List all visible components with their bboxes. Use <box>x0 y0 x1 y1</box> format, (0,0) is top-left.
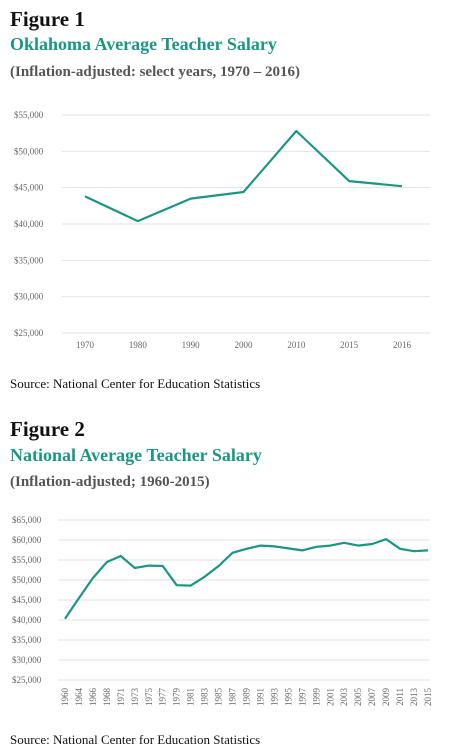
x-tick-label: 1995 <box>283 688 293 707</box>
x-tick-label: 1980 <box>129 340 148 350</box>
data-line <box>84 129 403 223</box>
y-tick-label: $30,000 <box>12 655 42 665</box>
chart-subtitle: (Inflation-adjusted: select years, 1970 … <box>10 64 300 80</box>
figure-label: Figure 2 <box>10 417 85 441</box>
y-tick-label: $25,000 <box>12 675 42 685</box>
y-tick-label: $50,000 <box>14 146 44 156</box>
x-tick-label: 2007 <box>367 688 377 707</box>
x-tick-label: 1970 <box>76 340 95 350</box>
data-line <box>64 538 429 620</box>
x-tick-label: 1977 <box>158 688 168 707</box>
x-tick-label: 1991 <box>255 688 265 706</box>
x-tick-label: 1983 <box>200 688 210 707</box>
x-tick-label: 2016 <box>393 340 412 350</box>
x-tick-label: 1964 <box>74 688 84 707</box>
x-tick-label: 1993 <box>269 688 279 707</box>
x-tick-label: 1999 <box>311 688 321 707</box>
y-tick-label: $50,000 <box>12 575 42 585</box>
x-tick-label: 1971 <box>116 688 126 706</box>
y-tick-label: $55,000 <box>12 555 42 565</box>
x-tick-label: 2000 <box>235 340 254 350</box>
x-tick-label: 2009 <box>381 688 391 707</box>
y-tick-label: $40,000 <box>14 219 44 229</box>
y-tick-label: $35,000 <box>12 635 42 645</box>
y-tick-label: $30,000 <box>14 292 44 302</box>
chart-subtitle: (Inflation-adjusted; 1960-2015) <box>10 474 210 490</box>
y-tick-label: $40,000 <box>12 615 42 625</box>
y-tick-label: $60,000 <box>12 535 42 545</box>
x-tick-label: 2015 <box>340 340 359 350</box>
x-tick-label: 2010 <box>287 340 306 350</box>
x-tick-label: 1989 <box>242 688 252 707</box>
x-tick-label: 1987 <box>228 688 238 707</box>
x-tick-label: 1973 <box>130 688 140 707</box>
x-tick-label: 2015 <box>423 688 433 707</box>
x-tick-label: 1990 <box>182 340 201 350</box>
y-tick-label: $65,000 <box>12 515 42 525</box>
x-tick-label: 1975 <box>144 688 154 707</box>
x-tick-label: 1979 <box>172 688 182 707</box>
source: Source: National Center for Education St… <box>10 732 260 747</box>
chart-title: Oklahoma Average Teacher Salary <box>10 34 277 54</box>
chart-title: National Average Teacher Salary <box>10 445 262 465</box>
y-tick-label: $35,000 <box>14 255 44 265</box>
y-tick-label: $45,000 <box>12 595 42 605</box>
y-tick-label: $55,000 <box>14 110 44 120</box>
y-tick-label: $25,000 <box>14 328 44 338</box>
x-tick-label: 2011 <box>395 688 405 706</box>
x-tick-label: 1968 <box>102 688 112 707</box>
x-tick-label: 2013 <box>409 688 419 707</box>
x-tick-label: 2001 <box>325 688 335 706</box>
figure-label: Figure 1 <box>10 7 85 31</box>
x-tick-label: 1981 <box>186 688 196 706</box>
y-tick-label: $45,000 <box>14 183 44 193</box>
x-tick-label: 1997 <box>297 688 307 707</box>
source: Source: National Center for Education St… <box>10 376 260 391</box>
x-tick-label: 1985 <box>214 688 224 707</box>
x-tick-label: 1966 <box>88 688 98 707</box>
x-tick-label: 2003 <box>339 688 349 707</box>
x-tick-label: 1960 <box>60 688 70 707</box>
x-tick-label: 2005 <box>353 688 363 707</box>
